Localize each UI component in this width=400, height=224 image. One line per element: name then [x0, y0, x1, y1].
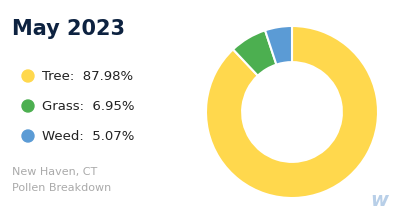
Circle shape — [22, 100, 34, 112]
Wedge shape — [206, 26, 378, 198]
Text: New Haven, CT: New Haven, CT — [12, 167, 97, 177]
Wedge shape — [233, 30, 276, 76]
Text: Weed:  5.07%: Weed: 5.07% — [42, 129, 134, 142]
Text: Pollen Breakdown: Pollen Breakdown — [12, 183, 111, 193]
Wedge shape — [265, 26, 292, 65]
Text: Grass:  6.95%: Grass: 6.95% — [42, 99, 134, 112]
Circle shape — [22, 130, 34, 142]
Text: Tree:  87.98%: Tree: 87.98% — [42, 69, 133, 82]
Circle shape — [22, 70, 34, 82]
Text: w: w — [370, 191, 388, 210]
Text: May 2023: May 2023 — [12, 19, 125, 39]
